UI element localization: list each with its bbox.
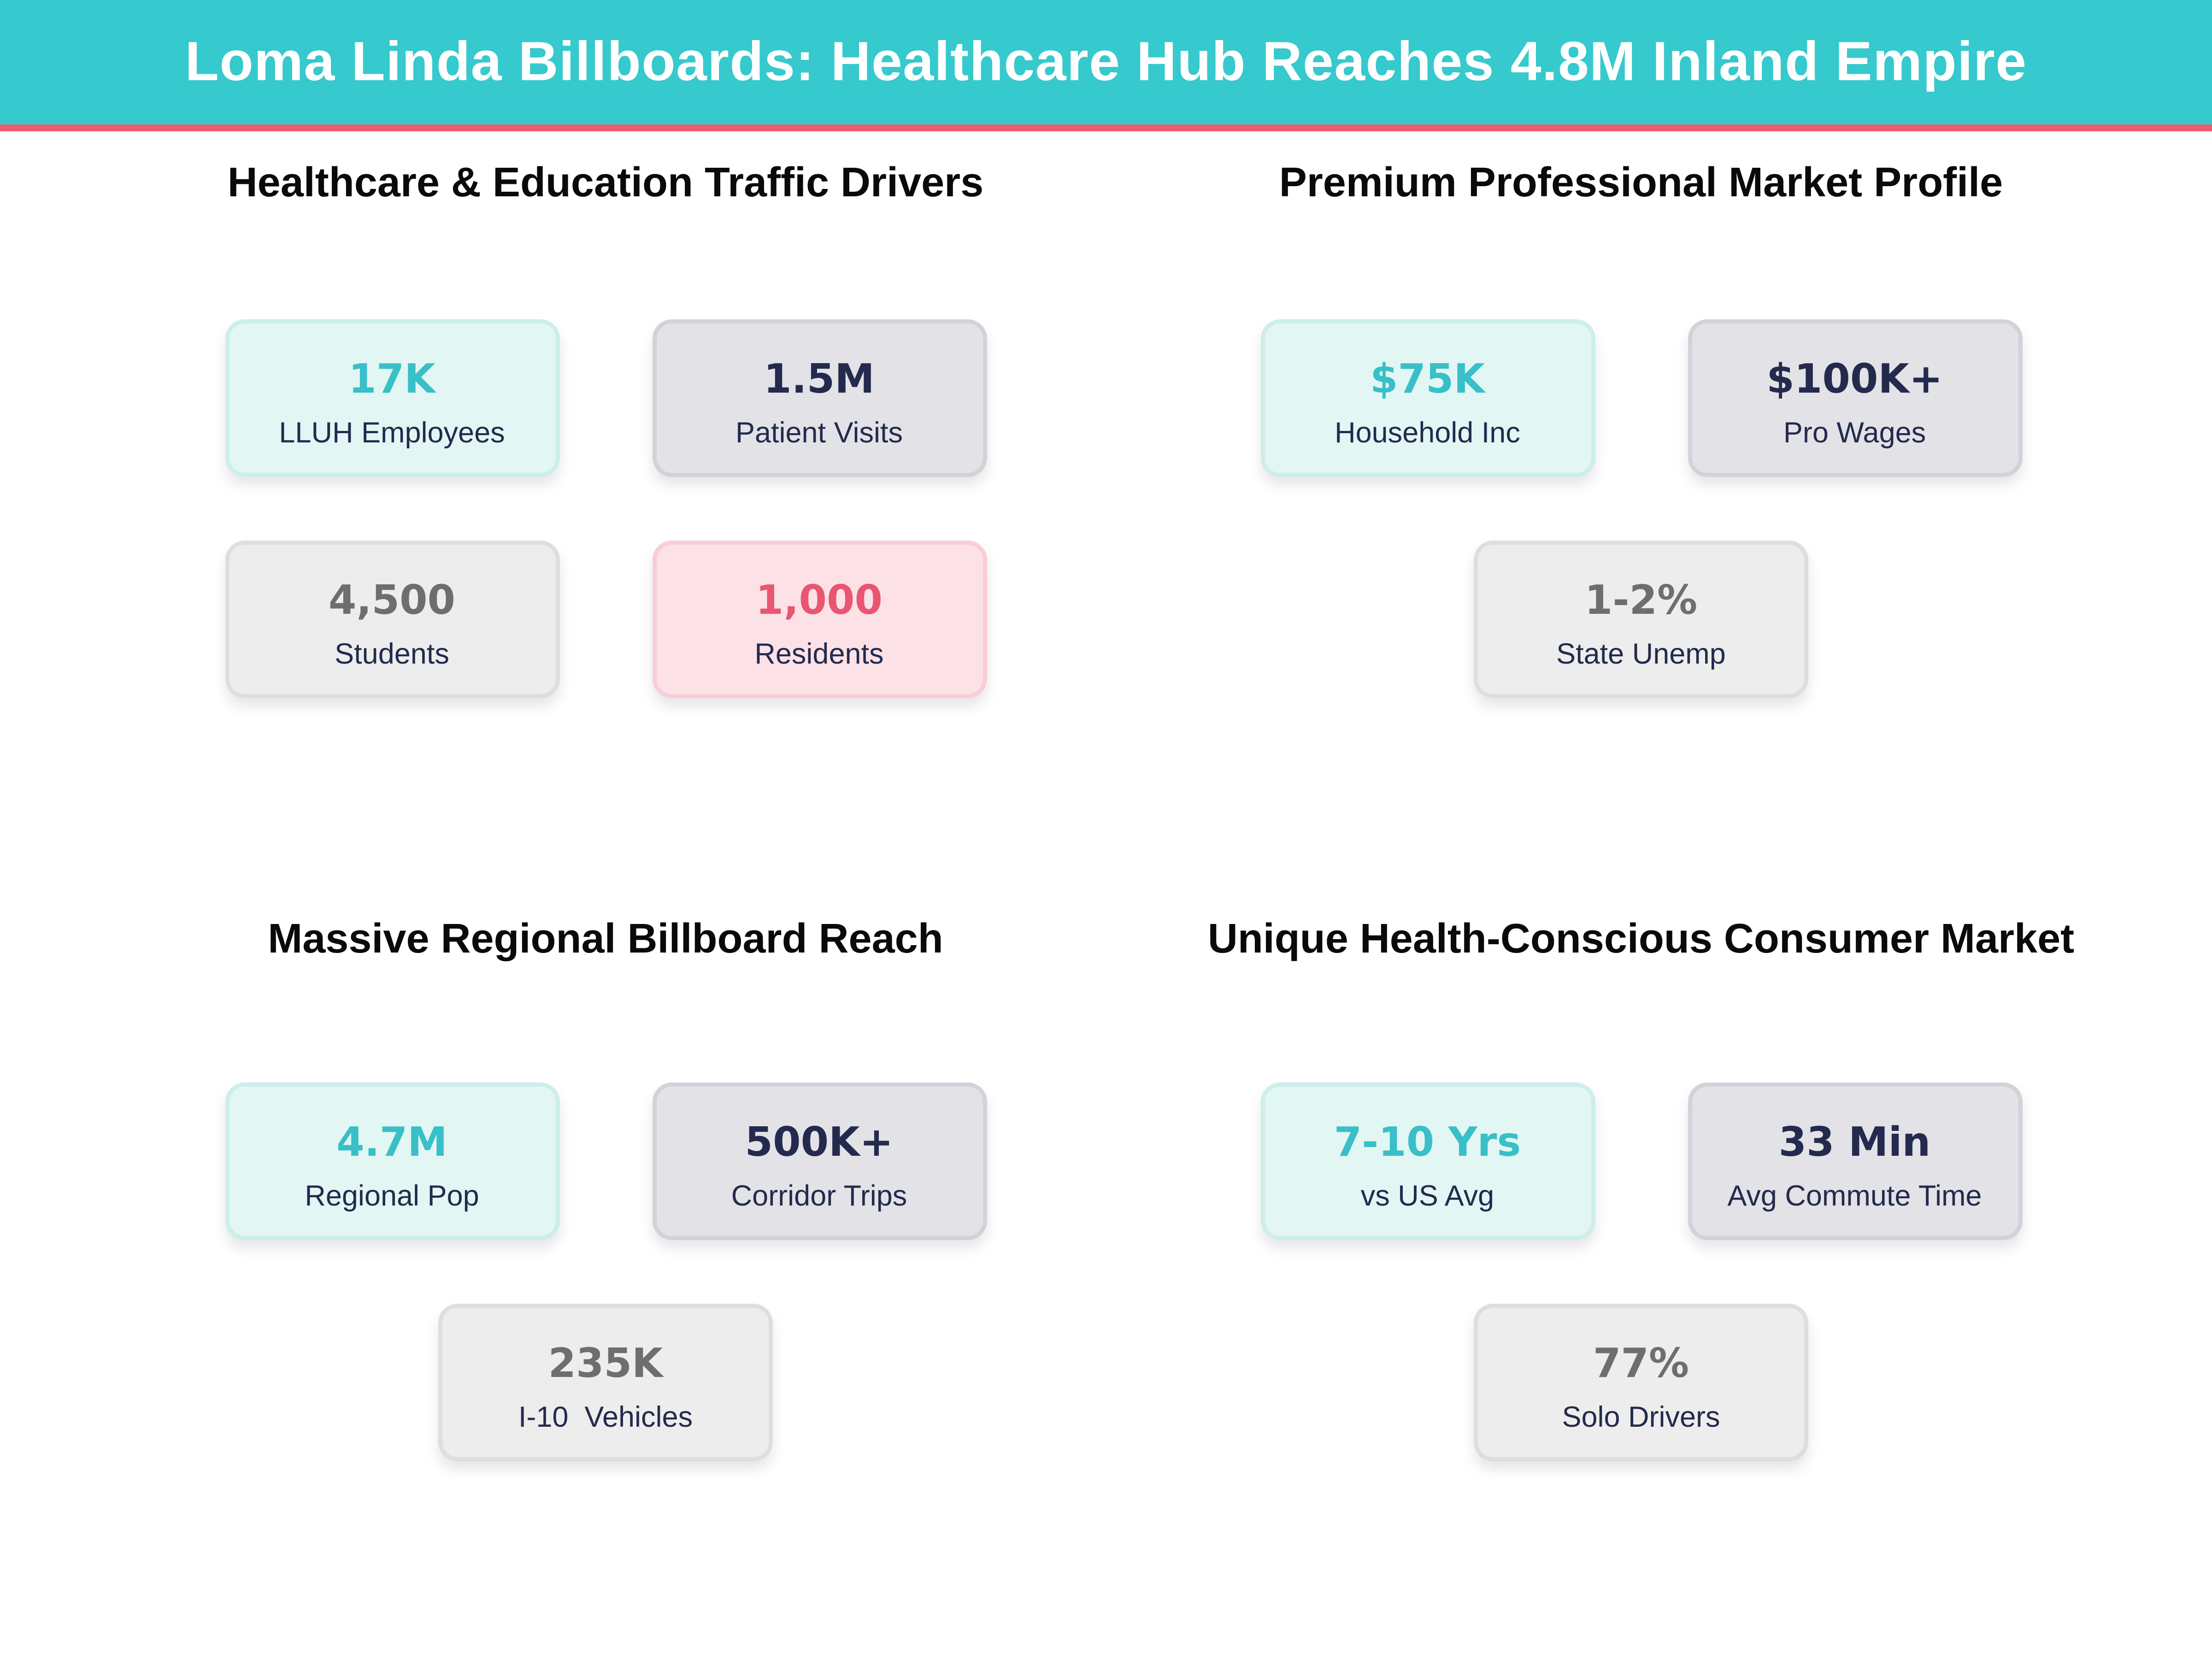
stat-card-regional-pop: 4.7M Regional Pop (224, 1082, 559, 1240)
stat-label: Residents (754, 638, 884, 670)
stat-value: 1-2% (1584, 576, 1698, 623)
card-row: 4,500 Students 1,000 Residents (224, 541, 987, 698)
stat-card-pro-wages: $100K+ Pro Wages (1687, 319, 2022, 477)
section-title-traffic-drivers: Healthcare & Education Traffic Drivers (227, 160, 984, 206)
stat-card-students: 4,500 Students (224, 541, 559, 698)
card-row: 77% Solo Drivers (1474, 1304, 1808, 1461)
section-content: Healthcare & Education Traffic Drivers 17… (53, 138, 1159, 698)
stat-value: 500K+ (745, 1118, 894, 1165)
stat-label: Students (335, 638, 449, 670)
stat-card-residents: 1,000 Residents (652, 541, 987, 698)
stat-label: Solo Drivers (1562, 1401, 1720, 1433)
stat-value: 4.7M (336, 1118, 447, 1165)
stat-value: 1.5M (764, 354, 875, 402)
stat-card-lluh-employees: 17K LLUH Employees (224, 319, 559, 477)
section-title-billboard-reach: Massive Regional Billboard Reach (268, 917, 943, 962)
stat-value: 1,000 (755, 576, 883, 623)
card-row: 7-10 Yrs vs US Avg 33 Min Avg Commute Time (1260, 1082, 2022, 1240)
stat-card-corridor-trips: 500K+ Corridor Trips (652, 1082, 987, 1240)
stat-value: 33 Min (1778, 1118, 1931, 1165)
stat-value: 77% (1593, 1339, 1689, 1386)
section-content: Unique Health-Conscious Consumer Market 7… (1088, 894, 2194, 1461)
card-row: 17K LLUH Employees 1.5M Patient Visits (224, 319, 987, 477)
card-row: 235K I-10 Vehicles (438, 1304, 773, 1461)
stat-value: 17K (348, 354, 435, 402)
stat-value: 4,500 (328, 576, 456, 623)
section-consumer-market: Unique Health-Conscious Consumer Market 7… (1106, 894, 2212, 1461)
stat-card-i-10-vehicles: 235K I-10 Vehicles (438, 1304, 773, 1461)
stat-value: 235K (548, 1339, 663, 1386)
section-content: Massive Regional Billboard Reach 4.7M Regi… (53, 894, 1159, 1461)
stat-label: Avg Commute Time (1727, 1180, 1982, 1212)
section-billboard-reach: Massive Regional Billboard Reach 4.7M Regi… (0, 894, 1106, 1461)
stat-card-household-inc: $75K Household Inc (1260, 319, 1595, 477)
section-market-profile: Premium Professional Market Profile $75K H… (1106, 138, 2212, 698)
stat-label: vs US Avg (1360, 1180, 1494, 1212)
card-row: $75K Household Inc $100K+ Pro Wages (1260, 319, 2022, 477)
stat-card-state-unemp: 1-2% State Unemp (1474, 541, 1808, 698)
stat-value: 7-10 Yrs (1334, 1118, 1521, 1165)
stat-value: $75K (1370, 354, 1485, 402)
stat-label: LLUH Employees (279, 417, 505, 449)
section-title-consumer-market: Unique Health-Conscious Consumer Market (1207, 917, 2075, 962)
stat-label: Patient Visits (735, 417, 903, 449)
stat-label: Pro Wages (1783, 417, 1926, 449)
stat-card-solo-drivers: 77% Solo Drivers (1474, 1304, 1808, 1461)
page-title: Loma Linda Billboards: Healthcare Hub Re… (185, 31, 2027, 92)
stat-label: State Unemp (1556, 638, 1726, 670)
stat-label: Regional Pop (305, 1180, 479, 1212)
stat-card-vs-us-avg: 7-10 Yrs vs US Avg (1260, 1082, 1595, 1240)
stat-value: $100K+ (1766, 354, 1943, 402)
card-row: 4.7M Regional Pop 500K+ Corridor Trips (224, 1082, 987, 1240)
section-title-market-profile: Premium Professional Market Profile (1279, 160, 2003, 206)
section-traffic-drivers: Healthcare & Education Traffic Drivers 17… (0, 138, 1106, 698)
stat-label: Corridor Trips (731, 1180, 907, 1212)
stat-card-patient-visits: 1.5M Patient Visits (652, 319, 987, 477)
card-row: 1-2% State Unemp (1474, 541, 1808, 698)
stat-label: I-10 Vehicles (518, 1401, 693, 1433)
section-content: Premium Professional Market Profile $75K H… (1088, 138, 2194, 698)
stat-card-avg-commute-time: 33 Min Avg Commute Time (1687, 1082, 2022, 1240)
header-banner: Loma Linda Billboards: Healthcare Hub Re… (0, 0, 2212, 131)
stat-label: Household Inc (1335, 417, 1520, 449)
